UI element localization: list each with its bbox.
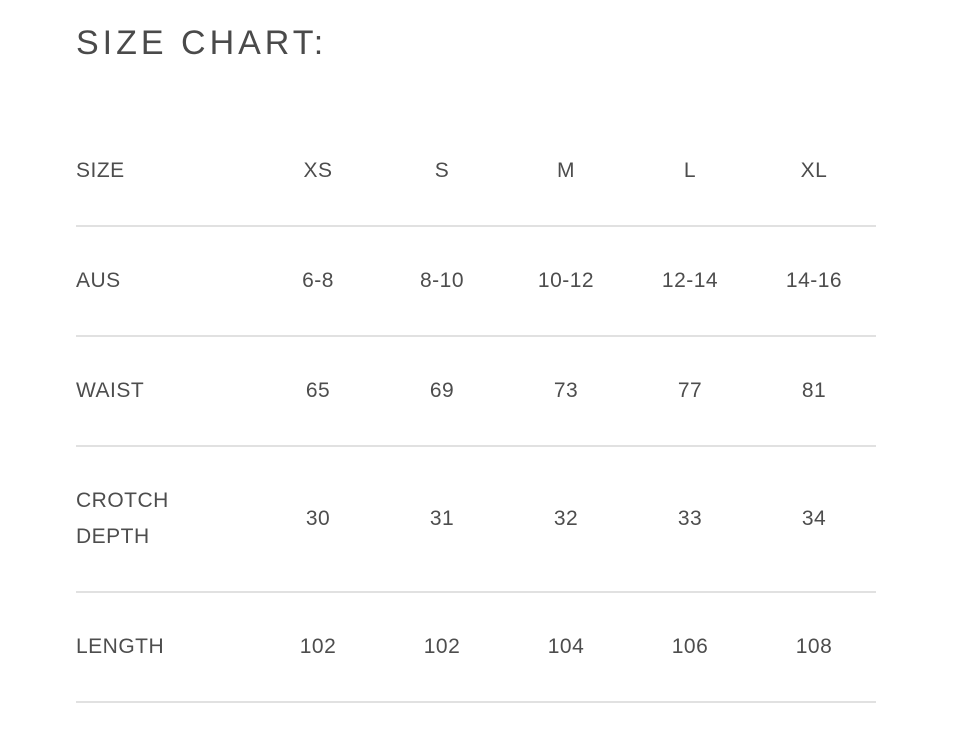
- row-label-crotch-depth: CROTCH DEPTH: [76, 446, 256, 593]
- cell-length-l: 106: [628, 592, 752, 703]
- row-label-text: AUS: [76, 269, 121, 292]
- row-label-text: WAIST: [76, 379, 145, 402]
- cell-length-s: 102: [380, 592, 504, 703]
- table-header-row: SIZE XS S M L XL: [76, 117, 876, 227]
- column-header-l: L: [628, 117, 752, 227]
- cell-waist-l: 77: [628, 336, 752, 447]
- cell-crotch-depth-l: 33: [628, 446, 752, 593]
- cell-waist-xs: 65: [256, 336, 380, 447]
- cell-waist-xl: 81: [752, 336, 876, 447]
- cell-aus-xs: 6-8: [256, 226, 380, 337]
- row-label-aus: AUS: [76, 226, 256, 337]
- cell-length-xs: 102: [256, 592, 380, 703]
- page-title: SIZE CHART:: [76, 24, 328, 62]
- cell-crotch-depth-xs: 30: [256, 446, 380, 593]
- cell-aus-xl: 14-16: [752, 226, 876, 337]
- table-row-waist: WAIST 65 69 73 77 81: [76, 336, 876, 447]
- size-chart-page: SIZE CHART: SIZE XS S M L XL AUS: [76, 24, 876, 703]
- table-row-length: LENGTH 102 102 104 106 108: [76, 592, 876, 703]
- column-header-s: S: [380, 117, 504, 227]
- cell-aus-m: 10-12: [504, 226, 628, 337]
- row-label-text: CROTCH DEPTH: [76, 489, 169, 548]
- row-label-length: LENGTH: [76, 592, 256, 703]
- table-row-crotch-depth: CROTCH DEPTH 30 31 32 33 34: [76, 446, 876, 593]
- column-header-xs: XS: [256, 117, 380, 227]
- column-header-xl: XL: [752, 117, 876, 227]
- size-chart-table: SIZE XS S M L XL AUS 6-8 8-10 10-12 12-1…: [76, 117, 876, 703]
- cell-crotch-depth-m: 32: [504, 446, 628, 593]
- cell-length-xl: 108: [752, 592, 876, 703]
- cell-waist-m: 73: [504, 336, 628, 447]
- row-label-text: LENGTH: [76, 635, 165, 658]
- cell-length-m: 104: [504, 592, 628, 703]
- cell-crotch-depth-xl: 34: [752, 446, 876, 593]
- cell-aus-l: 12-14: [628, 226, 752, 337]
- table-row-aus: AUS 6-8 8-10 10-12 12-14 14-16: [76, 226, 876, 337]
- column-header-size: SIZE: [76, 117, 256, 227]
- cell-aus-s: 8-10: [380, 226, 504, 337]
- column-header-m: M: [504, 117, 628, 227]
- cell-crotch-depth-s: 31: [380, 446, 504, 593]
- row-label-waist: WAIST: [76, 336, 256, 447]
- cell-waist-s: 69: [380, 336, 504, 447]
